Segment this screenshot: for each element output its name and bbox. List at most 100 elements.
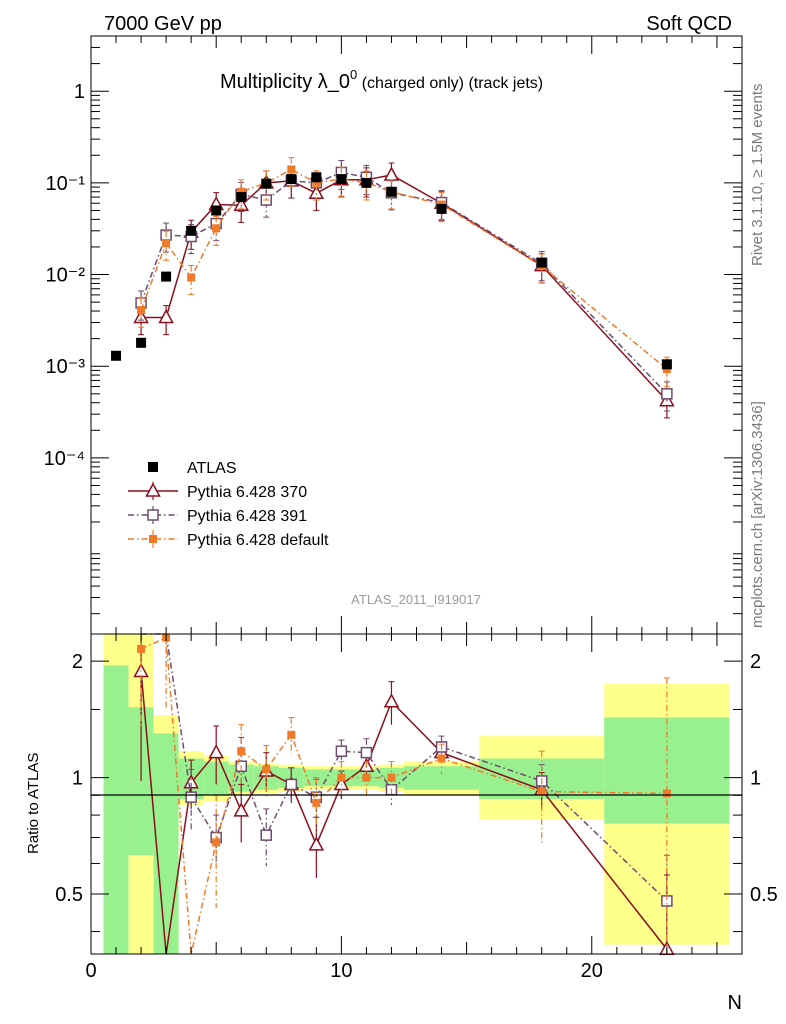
- main-point: [236, 192, 247, 203]
- legend-marker: [148, 462, 158, 472]
- main-title-suffix: (charged only) (track jets): [357, 75, 543, 92]
- main-series-0: [111, 172, 672, 370]
- main-ytick-label: 1: [74, 81, 85, 103]
- ratio-xtick-label: 10: [330, 960, 352, 982]
- ratio-point: [260, 829, 273, 841]
- ratio-point: [233, 802, 249, 817]
- ratio-point: [387, 773, 396, 782]
- x-axis-label: N: [728, 992, 742, 1014]
- main-title: Multiplicity λ_00 (charged only) (track …: [220, 67, 543, 93]
- ratio-point: [383, 693, 400, 708]
- ratio-ticks: 0.5 0.51 12 20 10 20: [55, 634, 778, 982]
- main-point: [137, 306, 146, 315]
- main-point: [386, 186, 397, 197]
- main-point: [661, 388, 673, 400]
- ratio-bands: [103, 634, 730, 954]
- main-point: [162, 239, 171, 248]
- main-ytick-label: 10⁻²: [46, 265, 86, 287]
- main-ytick-label: 10⁻¹: [46, 173, 86, 195]
- ratio-point: [437, 754, 446, 763]
- main-point: [336, 174, 347, 185]
- main-point: [111, 350, 122, 361]
- main-point: [661, 359, 672, 370]
- main-point: [436, 203, 447, 214]
- ratio-point: [185, 791, 197, 803]
- main-point: [161, 271, 172, 282]
- main-title-text: Multiplicity λ_0: [220, 71, 350, 93]
- main-point: [158, 308, 174, 324]
- header-left-label: 7000 GeV pp: [104, 13, 222, 35]
- main-series-1: [133, 162, 675, 419]
- ratio-point: [662, 789, 671, 798]
- main-ytick-label: 10⁻⁴: [44, 448, 85, 470]
- main-point: [237, 187, 246, 196]
- main-point: [186, 225, 197, 236]
- main-point: [312, 178, 321, 187]
- ratio-point: [137, 644, 146, 653]
- main-series-line: [140, 168, 668, 370]
- main-point: [383, 166, 400, 181]
- main-point: [261, 178, 272, 189]
- ratio-point: [262, 765, 271, 774]
- ratio-point: [285, 778, 298, 791]
- ratio-point: [335, 745, 348, 757]
- mcplots-label: mcplots.cern.ch [arXiv:1306.3436]: [749, 401, 766, 628]
- main-ticks: 10⁻⁴ 10⁻³ 10⁻² 10⁻¹ 1: [44, 35, 743, 634]
- ratio-point: [237, 747, 246, 756]
- ratio-ylabel: Ratio to ATLAS: [25, 753, 42, 854]
- ratio-ytick-label: 0.5: [55, 884, 83, 906]
- main-point: [136, 337, 147, 348]
- ratio-point: [308, 836, 325, 851]
- main-point: [287, 165, 296, 174]
- ratio-point: [287, 730, 296, 739]
- ratio-point: [312, 798, 321, 807]
- ratio-series-line: [140, 671, 668, 955]
- main-series-3: [137, 157, 671, 387]
- legend-marker: [145, 482, 161, 497]
- ratio-panel: 0.5 0.51 12 20 10 20 Ratio to ATLAS N: [25, 633, 778, 1014]
- ratio-point: [212, 838, 221, 847]
- main-point: [286, 174, 297, 185]
- ratio-series-line: [140, 636, 667, 955]
- main-point: [536, 257, 547, 268]
- ratio-band-inner: [153, 733, 179, 954]
- rivet-label: Rivet 3.1.10, ≥ 1.5M events: [749, 84, 766, 267]
- ratio-ytick-label-right: 1: [750, 768, 761, 790]
- main-panel: 10⁻⁴ 10⁻³ 10⁻² 10⁻¹ 1 Multiplicity λ_00 (cha…: [44, 35, 743, 635]
- ratio-xtick-label: 0: [85, 960, 96, 982]
- ratio-band-inner: [103, 665, 129, 954]
- main-point: [361, 177, 372, 188]
- legend-label: ATLAS: [187, 460, 237, 477]
- ratio-series-line: [141, 633, 668, 902]
- main-ytick-label: 10⁻³: [46, 356, 86, 378]
- ratio-band-inner: [403, 766, 480, 790]
- header-right-label: Soft QCD: [646, 13, 732, 35]
- ratio-point: [337, 773, 346, 782]
- legend-label: Pythia 6.428 370: [187, 484, 307, 501]
- ratio-point: [537, 787, 546, 796]
- ratio-point: [360, 746, 373, 759]
- legend-label: Pythia 6.428 default: [187, 532, 329, 549]
- legend-marker: [147, 509, 159, 521]
- main-point: [211, 205, 222, 216]
- main-series-line: [140, 171, 668, 395]
- ratio-ytick-label: 1: [72, 768, 83, 790]
- legend-marker: [149, 535, 157, 543]
- ratio-ytick-label-right: 0.5: [750, 884, 778, 906]
- ratio-ytick-label-right: 2: [750, 651, 761, 673]
- ratio-ytick-label: 2: [72, 651, 83, 673]
- legend: ATLAS Pythia 6.428 370 Pythia 6.428 391 Pyt…: [128, 460, 329, 549]
- watermark: ATLAS_2011_I919017: [351, 592, 481, 607]
- ratio-point: [208, 744, 224, 759]
- ratio-xtick-label: 20: [581, 960, 603, 982]
- legend-label: Pythia 6.428 391: [187, 508, 307, 525]
- main-point: [187, 273, 196, 282]
- main-title-sup: 0: [350, 67, 357, 82]
- ratio-point: [362, 773, 371, 782]
- main-point: [212, 224, 221, 233]
- ratio-series-2: [137, 633, 671, 955]
- main-series: [111, 157, 675, 419]
- ratio-series: [133, 633, 675, 956]
- main-point: [311, 172, 322, 183]
